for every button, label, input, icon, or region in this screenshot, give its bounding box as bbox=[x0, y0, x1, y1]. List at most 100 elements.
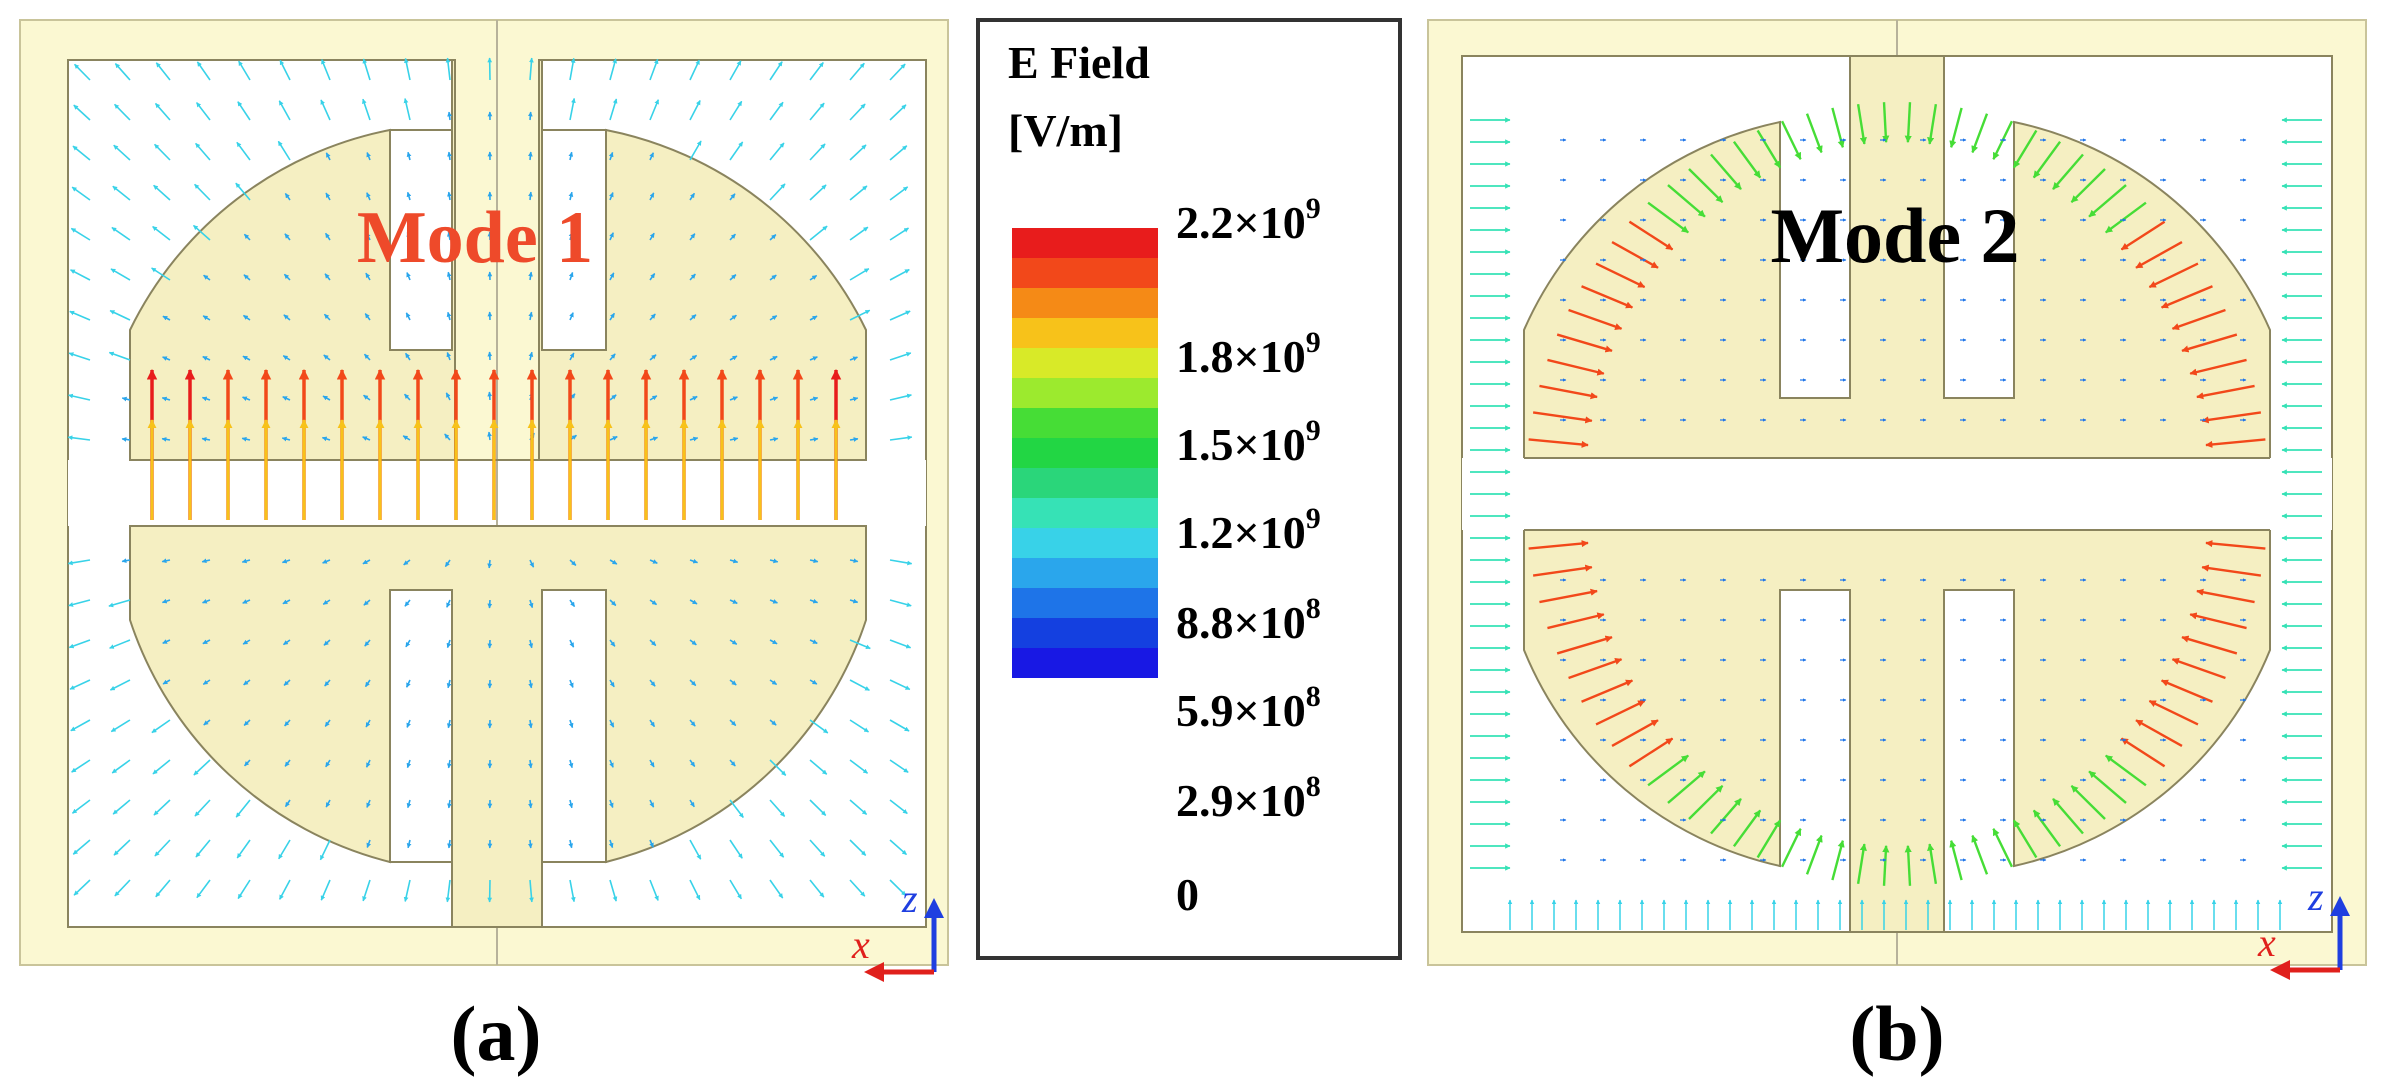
field-arrow bbox=[1856, 843, 1867, 885]
field-arrow bbox=[2070, 784, 2106, 820]
field-arrow bbox=[321, 436, 331, 442]
field-arrow bbox=[444, 559, 451, 568]
field-arrow bbox=[202, 315, 211, 321]
panel-a-field-arrows bbox=[67, 57, 913, 903]
legend-tick-mantissa: 2.2×10 bbox=[1176, 197, 1306, 248]
field-arrow bbox=[284, 799, 291, 808]
field-arrow bbox=[1904, 845, 1912, 886]
field-arrow bbox=[1647, 201, 1689, 234]
field-arrow bbox=[689, 273, 696, 281]
panel-a-inner-slot-ul bbox=[389, 129, 453, 351]
field-arrow bbox=[70, 719, 91, 732]
field-arrow bbox=[649, 58, 659, 81]
field-arrow bbox=[113, 839, 131, 856]
field-arrow bbox=[689, 140, 702, 161]
field-arrow bbox=[201, 396, 211, 402]
field-arrow bbox=[2032, 140, 2062, 179]
field-arrow bbox=[649, 679, 656, 687]
field-arrow bbox=[689, 233, 696, 241]
field-arrow bbox=[196, 879, 211, 899]
field-arrow bbox=[849, 226, 869, 241]
field-arrow bbox=[528, 759, 533, 769]
field-arrow bbox=[1882, 102, 1890, 143]
panel-a-z-arrowhead bbox=[924, 898, 944, 918]
field-arrow bbox=[2160, 679, 2213, 703]
field-arrow bbox=[242, 639, 251, 645]
field-arrow bbox=[365, 759, 371, 768]
field-arrow bbox=[71, 799, 91, 814]
field-arrow bbox=[849, 437, 859, 442]
legend-tick-label: 1.2×109 bbox=[1176, 502, 1321, 558]
field-arrow bbox=[237, 101, 251, 121]
field-arrow bbox=[689, 679, 697, 687]
field-arrow bbox=[236, 141, 251, 161]
field-arrow bbox=[809, 598, 819, 604]
legend-tick-mantissa: 1.2×10 bbox=[1176, 507, 1306, 558]
field-arrow bbox=[70, 269, 91, 281]
field-arrow bbox=[365, 272, 371, 281]
field-arrow bbox=[769, 719, 777, 726]
legend-tick-exponent: 8 bbox=[1306, 592, 1321, 625]
field-arrow bbox=[320, 99, 331, 121]
field-arrow bbox=[889, 799, 908, 815]
legend-tick-mantissa: 5.9×10 bbox=[1176, 685, 1306, 736]
legend-tick-labels: 2.2×1091.8×1091.5×1091.2×1098.8×1085.9×1… bbox=[1176, 192, 1321, 920]
field-arrow bbox=[363, 353, 371, 361]
field-arrow bbox=[277, 140, 291, 161]
field-arrow bbox=[1539, 588, 1598, 604]
field-arrow bbox=[278, 839, 291, 860]
field-arrow bbox=[2201, 564, 2262, 577]
field-arrow bbox=[1882, 845, 1890, 886]
field-arrow bbox=[689, 436, 699, 442]
legend-tick-exponent: 9 bbox=[1306, 414, 1321, 447]
field-arrow bbox=[67, 559, 91, 566]
field-arrow bbox=[284, 759, 291, 767]
legend-tick-label: 1.8×109 bbox=[1176, 326, 1321, 382]
field-arrow bbox=[364, 639, 371, 647]
legend-color-segment bbox=[1012, 618, 1158, 648]
field-arrow bbox=[162, 639, 171, 645]
field-arrow bbox=[809, 558, 819, 564]
field-arrow bbox=[2052, 798, 2084, 835]
field-arrow bbox=[72, 145, 91, 161]
field-arrow bbox=[849, 598, 859, 604]
field-arrow bbox=[242, 355, 251, 361]
field-arrow bbox=[155, 879, 171, 898]
field-arrow bbox=[1971, 834, 1989, 875]
field-arrow bbox=[281, 436, 291, 442]
field-arrow bbox=[649, 395, 658, 401]
field-arrow bbox=[446, 231, 452, 241]
field-arrow bbox=[445, 879, 451, 903]
field-arrow bbox=[69, 310, 91, 321]
field-arrow bbox=[608, 151, 614, 161]
field-arrow bbox=[2171, 308, 2226, 330]
field-arrow bbox=[402, 435, 411, 441]
field-arrow bbox=[1667, 770, 1706, 804]
field-arrow bbox=[889, 839, 908, 856]
field-arrow bbox=[447, 839, 452, 849]
legend-color-segment bbox=[1012, 258, 1158, 288]
field-arrow bbox=[1856, 103, 1867, 145]
field-arrow bbox=[649, 99, 660, 121]
field-arrow bbox=[769, 396, 779, 402]
field-arrow bbox=[283, 679, 291, 686]
field-arrow bbox=[67, 435, 91, 441]
field-arrow bbox=[2052, 153, 2084, 190]
field-arrow bbox=[1756, 819, 1782, 859]
field-arrow bbox=[111, 759, 131, 774]
field-arrow bbox=[238, 60, 251, 81]
field-arrow bbox=[568, 191, 574, 201]
field-arrow bbox=[152, 759, 171, 775]
field-arrow bbox=[689, 395, 698, 401]
field-arrow bbox=[1528, 540, 1589, 550]
field-arrow bbox=[809, 315, 818, 321]
field-arrow bbox=[154, 102, 171, 121]
field-arrow bbox=[403, 393, 411, 401]
field-arrow bbox=[849, 639, 871, 650]
field-arrow bbox=[241, 436, 251, 442]
legend-color-segment bbox=[1012, 408, 1158, 438]
field-arrow bbox=[243, 274, 251, 281]
legend: E Field [V/m] 2.2×1091.8×1091.5×1091.2×1… bbox=[976, 18, 1402, 960]
field-arrow bbox=[284, 719, 291, 727]
field-arrow bbox=[729, 355, 738, 361]
